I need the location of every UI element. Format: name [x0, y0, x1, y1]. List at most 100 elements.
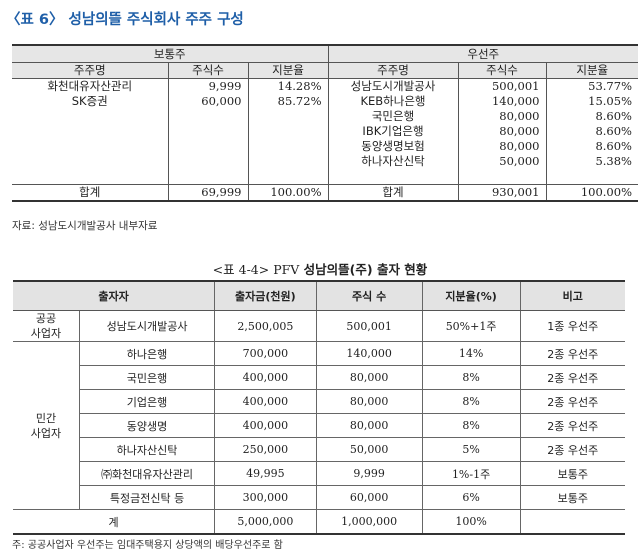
- table-row: 국민은행 400,000 80,000 8% 2종 우선주: [13, 365, 625, 390]
- ratio: 1%-1주: [421, 461, 521, 486]
- common-name: [12, 124, 168, 139]
- col-note: 비고: [519, 280, 625, 311]
- amount: 700,000: [214, 341, 317, 366]
- investment-table: 출자자 출자금(천원) 주식 수 지분율(%) 비고 공공 사업자 성남도시개발공…: [13, 280, 625, 535]
- col-ratio: 지분율: [545, 62, 638, 79]
- preferred-name: IBK기업은행: [327, 124, 458, 139]
- shares: 80,000: [315, 389, 423, 414]
- ratio: 8%: [421, 365, 521, 390]
- table-row: SK증권 60,000 85.72% KEB하나은행 140,000 15.05%: [12, 94, 638, 109]
- common-name: [12, 169, 168, 185]
- shares: 80,000: [315, 365, 423, 390]
- shares: 140,000: [315, 341, 423, 366]
- table-row: 동양생명 400,000 80,000 8% 2종 우선주: [13, 413, 625, 438]
- amount: 250,000: [214, 437, 317, 462]
- preferred-name: 국민은행: [327, 109, 458, 124]
- table-row: 화천대유자산관리 9,999 14.28% 성남도시개발공사 500,001 53.77%: [12, 78, 638, 94]
- common-shares: [167, 109, 248, 124]
- shares: 80,000: [315, 413, 423, 438]
- table-row: 국민은행 80,000 8.60%: [12, 109, 638, 124]
- common-ratio: [247, 109, 328, 124]
- table-row: IBK기업은행 80,000 8.60%: [12, 124, 638, 139]
- table-row: 특정금전신탁 등 300,000 60,000 6% 보통주: [13, 485, 625, 510]
- col-ratio: 지분율: [247, 62, 328, 79]
- investor-name: ㈜화천대유자산관리: [78, 461, 215, 486]
- common-ratio: [247, 139, 328, 154]
- table-row: ㈜화천대유자산관리 49,995 9,999 1%-1주 보통주: [13, 461, 625, 486]
- common-stock-header: 보통주: [12, 44, 328, 63]
- amount: 49,995: [214, 461, 317, 486]
- table2-total-row: 계 5,000,000 1,000,000 100%: [13, 509, 625, 535]
- preferred-shares: 80,000: [457, 109, 546, 124]
- table2-title-rest: 성남의뜰(주) 출자 현황: [303, 262, 428, 277]
- investor-name: 하나자산신탁: [78, 437, 215, 462]
- investor-name: 국민은행: [78, 365, 215, 390]
- preferred-shares: 80,000: [457, 139, 546, 154]
- note: 2종 우선주: [519, 389, 625, 414]
- shares: 60,000: [315, 485, 423, 510]
- common-shares: 9,999: [167, 78, 248, 94]
- common-name: [12, 154, 168, 169]
- total-label: 합계: [327, 184, 458, 202]
- total-ratio: 100%: [421, 509, 521, 535]
- shares: 9,999: [315, 461, 423, 486]
- ratio: 14%: [421, 341, 521, 366]
- common-ratio: [247, 124, 328, 139]
- total-amount: 5,000,000: [214, 509, 317, 535]
- total-label: 합계: [12, 184, 168, 202]
- preferred-shares: 140,000: [457, 94, 546, 109]
- preferred-ratio: 53.77%: [545, 78, 638, 94]
- col-shares: 주식수: [167, 62, 248, 79]
- ratio: 8%: [421, 389, 521, 414]
- table1-total-row: 합계 69,999 100.00% 합계 930,001 100.00%: [12, 184, 638, 202]
- total-shares: 1,000,000: [315, 509, 423, 535]
- preferred-stock-header: 우선주: [327, 44, 638, 63]
- source-note: 자료: 성남도시개발공사 내부자료: [12, 220, 158, 232]
- footnote: 주: 공공사업자 우선주는 임대주택용지 상당액의 배당우선주로 함: [12, 540, 283, 551]
- total-label: 계: [13, 509, 215, 535]
- col-amount: 출자금(천원): [214, 280, 317, 311]
- preferred-shares: 80,000: [457, 124, 546, 139]
- investor-name: 하나은행: [78, 341, 215, 366]
- common-shares: [167, 124, 248, 139]
- common-name: 화천대유자산관리: [47, 79, 133, 93]
- common-shares: [167, 169, 248, 185]
- common-name: [12, 109, 168, 124]
- investor-name: 성남도시개발공사: [78, 310, 215, 342]
- preferred-total-ratio: 100.00%: [545, 184, 638, 202]
- common-ratio: [247, 154, 328, 169]
- table2-title-prefix: <표 4-4> PFV: [212, 262, 300, 277]
- table-row: [12, 169, 638, 185]
- common-ratio: [247, 169, 328, 185]
- col-investor: 출자자: [13, 280, 215, 311]
- common-ratio: 85.72%: [247, 94, 328, 109]
- common-shares: [167, 154, 248, 169]
- total-note: [519, 509, 625, 535]
- common-shares: [167, 139, 248, 154]
- table-row: 하나자산신탁 250,000 50,000 5% 2종 우선주: [13, 437, 625, 462]
- preferred-name: KEB하나은행: [327, 94, 458, 109]
- shares: 50,000: [315, 437, 423, 462]
- group-private: 민간 사업자: [13, 341, 80, 510]
- preferred-total-shares: 930,001: [457, 184, 546, 202]
- common-ratio: 14.28%: [247, 78, 328, 94]
- note: 2종 우선주: [519, 413, 625, 438]
- col-shares: 주식수: [457, 62, 546, 79]
- common-total-ratio: 100.00%: [247, 184, 328, 202]
- ratio: 50%+1주: [421, 310, 521, 342]
- col-name: 주주명: [327, 62, 458, 79]
- common-name: SK증권: [71, 94, 108, 108]
- amount: 400,000: [214, 365, 317, 390]
- table-row: 민간 사업자 하나은행 700,000 140,000 14% 2종 우선주: [13, 341, 625, 510]
- common-shares: 60,000: [167, 94, 248, 109]
- amount: 300,000: [214, 485, 317, 510]
- preferred-ratio: 15.05%: [545, 94, 638, 109]
- preferred-name: 동양생명보험: [327, 139, 458, 154]
- note: 1종 우선주: [519, 310, 625, 342]
- preferred-shares: [457, 169, 546, 185]
- investor-name: 특정금전신탁 등: [78, 485, 215, 510]
- preferred-ratio: [545, 169, 638, 185]
- col-ratio: 지분율(%): [421, 280, 521, 311]
- table-row: 공공 사업자 성남도시개발공사 2,500,005 500,001 50%+1주 1종 우…: [13, 310, 625, 342]
- preferred-shares: 500,001: [457, 78, 546, 94]
